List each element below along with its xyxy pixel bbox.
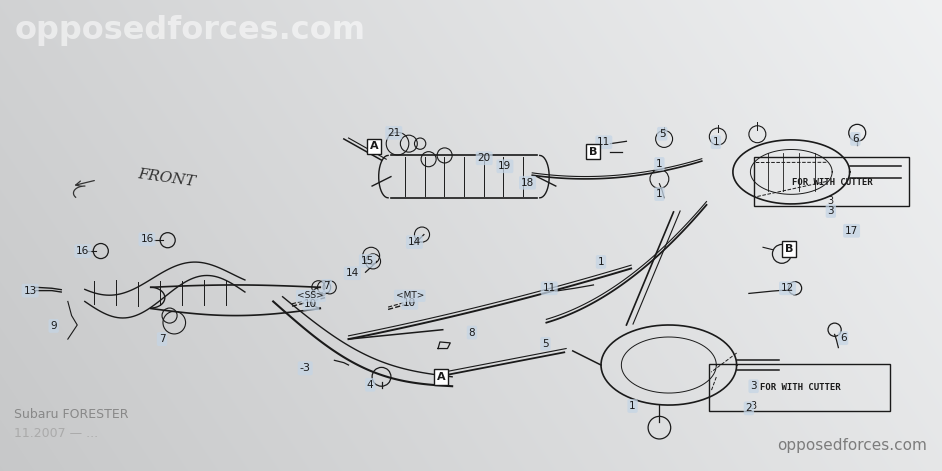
Text: 21: 21 (387, 128, 400, 138)
Text: FOR WITH CUTTER: FOR WITH CUTTER (760, 383, 841, 392)
Text: 10: 10 (403, 298, 416, 308)
Text: 11.2007 — ...: 11.2007 — ... (14, 427, 98, 440)
Text: 10: 10 (304, 299, 317, 309)
Text: 19: 19 (498, 161, 512, 171)
Text: 6: 6 (839, 333, 847, 343)
Text: 14: 14 (346, 268, 359, 278)
Text: 3: 3 (751, 401, 756, 411)
Text: 11: 11 (597, 137, 610, 147)
Text: 11: 11 (543, 283, 556, 293)
Text: A: A (369, 141, 379, 152)
Text: 1: 1 (597, 257, 605, 267)
Text: 17: 17 (845, 226, 858, 236)
Text: <MT>: <MT> (396, 291, 424, 300)
Text: 3: 3 (827, 206, 835, 216)
Text: 9: 9 (50, 321, 57, 331)
Text: 14: 14 (408, 237, 421, 247)
Text: 2: 2 (745, 403, 753, 414)
Text: 3: 3 (750, 381, 757, 391)
Text: 18: 18 (521, 178, 534, 188)
Text: <SS>: <SS> (298, 291, 324, 300)
Text: 12: 12 (781, 283, 794, 293)
Text: 7: 7 (158, 334, 166, 344)
Text: 5: 5 (542, 339, 549, 349)
Text: 3: 3 (828, 196, 834, 206)
Bar (709, 364, 890, 411)
Text: 1: 1 (656, 159, 663, 169)
Text: 16: 16 (76, 246, 89, 256)
Text: 5: 5 (658, 129, 666, 139)
Text: 13: 13 (24, 285, 37, 296)
Bar (754, 157, 909, 206)
Text: opposedforces.com: opposedforces.com (15, 15, 366, 46)
Text: 8: 8 (468, 327, 476, 338)
Text: 7: 7 (323, 281, 331, 291)
Text: -3: -3 (300, 363, 311, 374)
Text: 4: 4 (366, 380, 374, 390)
Text: B: B (786, 244, 793, 254)
Text: 6: 6 (852, 134, 859, 144)
Text: B: B (590, 146, 597, 157)
Text: Subaru FORESTER: Subaru FORESTER (14, 408, 129, 421)
Text: A: A (436, 372, 446, 382)
Text: 16: 16 (140, 234, 154, 244)
Text: 15: 15 (361, 256, 374, 266)
Text: 1: 1 (712, 137, 720, 147)
Text: opposedforces.com: opposedforces.com (777, 438, 927, 453)
Text: FRONT: FRONT (137, 167, 196, 189)
Text: 1: 1 (656, 189, 663, 199)
Text: 1: 1 (629, 401, 636, 411)
Text: 20: 20 (478, 153, 491, 163)
Text: FOR WITH CUTTER: FOR WITH CUTTER (792, 178, 873, 187)
